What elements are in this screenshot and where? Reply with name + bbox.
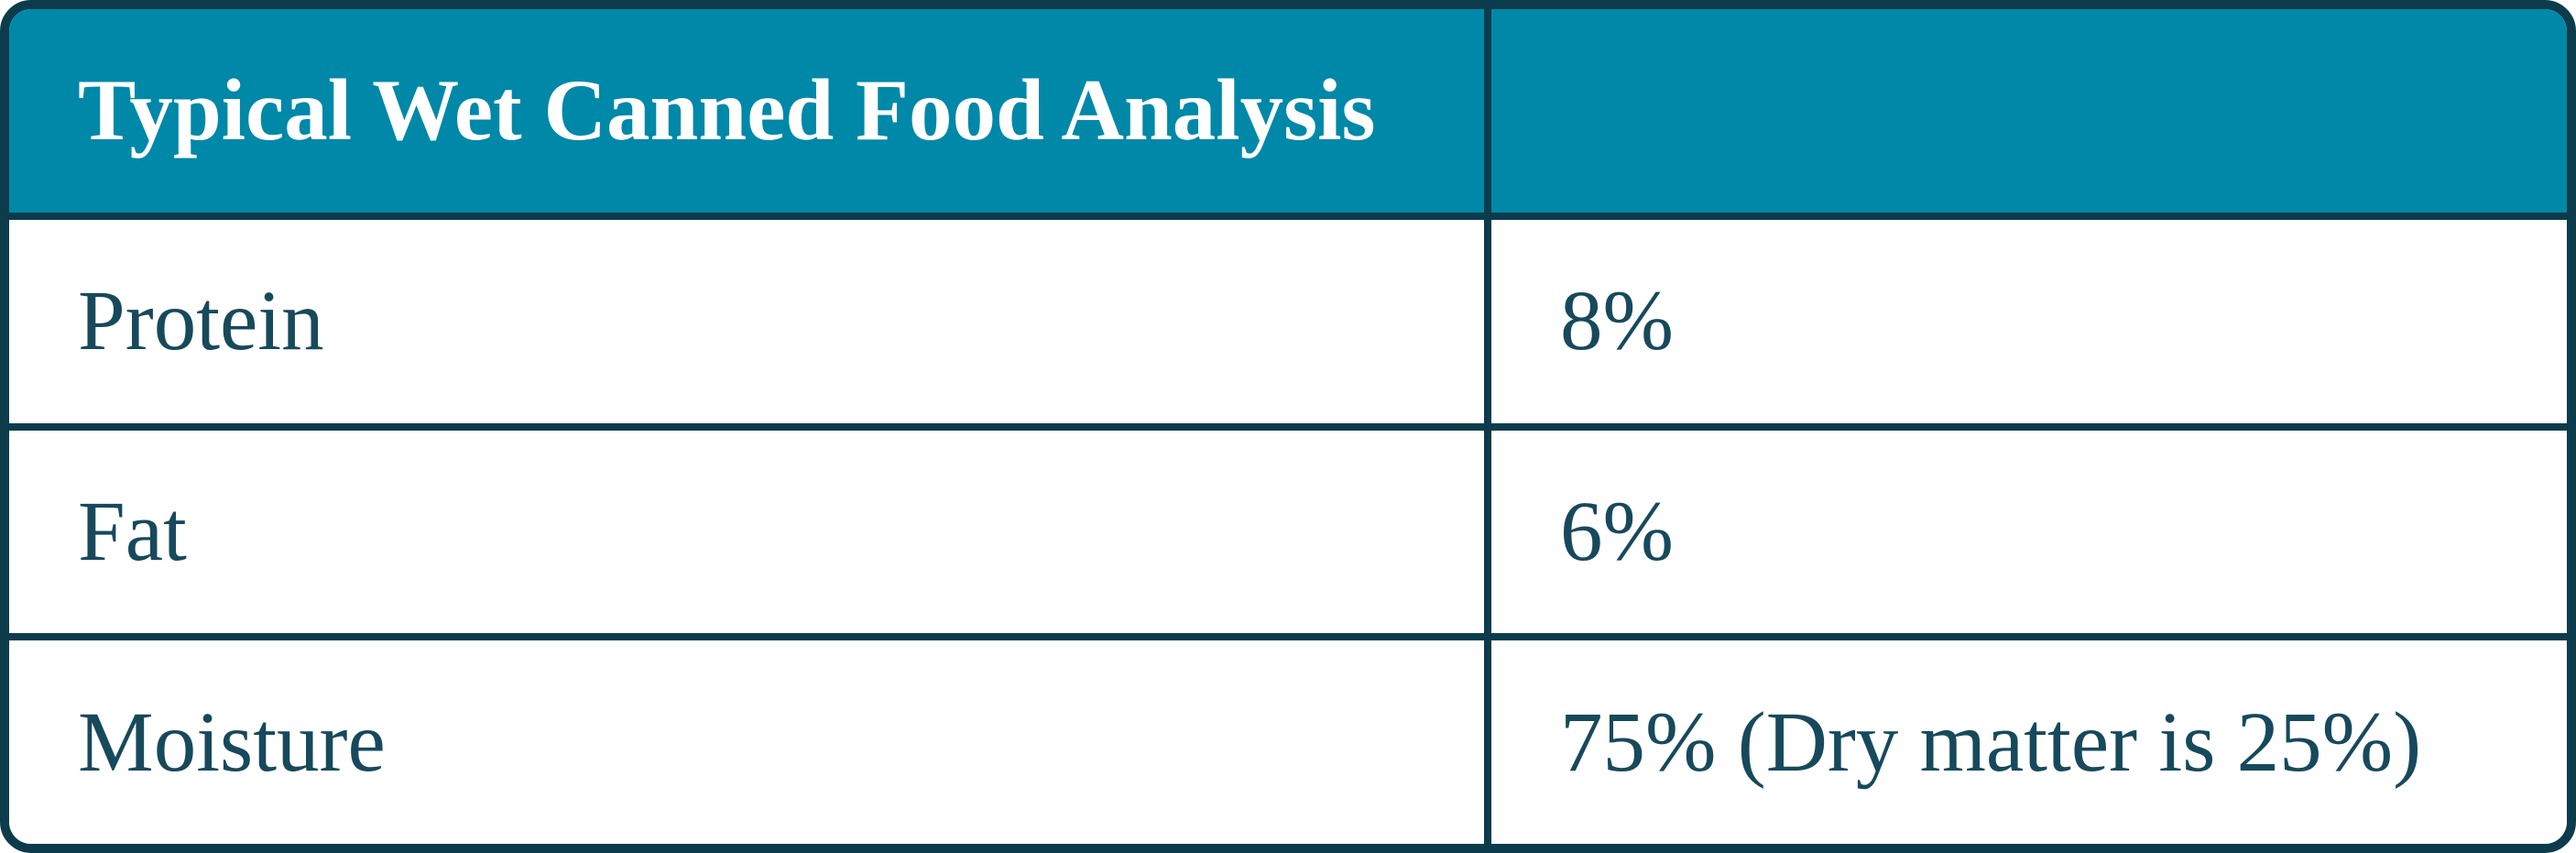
- row-value-protein: 8%: [1560, 274, 1674, 369]
- row-value-fat: 6%: [1560, 484, 1674, 579]
- table-row-moisture: Moisture 75% (Dry matter is 25%): [9, 633, 2567, 844]
- table-header-row: Typical Wet Canned Food Analysis: [9, 9, 2567, 213]
- row-label-protein: Protein: [9, 219, 1491, 423]
- row-label-fat: Fat: [9, 430, 1491, 634]
- table-title: Typical Wet Canned Food Analysis: [9, 9, 1491, 213]
- row-value-moisture: 75% (Dry matter is 25%): [1560, 694, 2422, 790]
- table-row-fat: Fat 6%: [9, 422, 2567, 634]
- table-header-empty-cell: [1491, 9, 2567, 213]
- table-row-protein: Protein 8%: [9, 212, 2567, 423]
- row-label-moisture: Moisture: [9, 640, 1491, 844]
